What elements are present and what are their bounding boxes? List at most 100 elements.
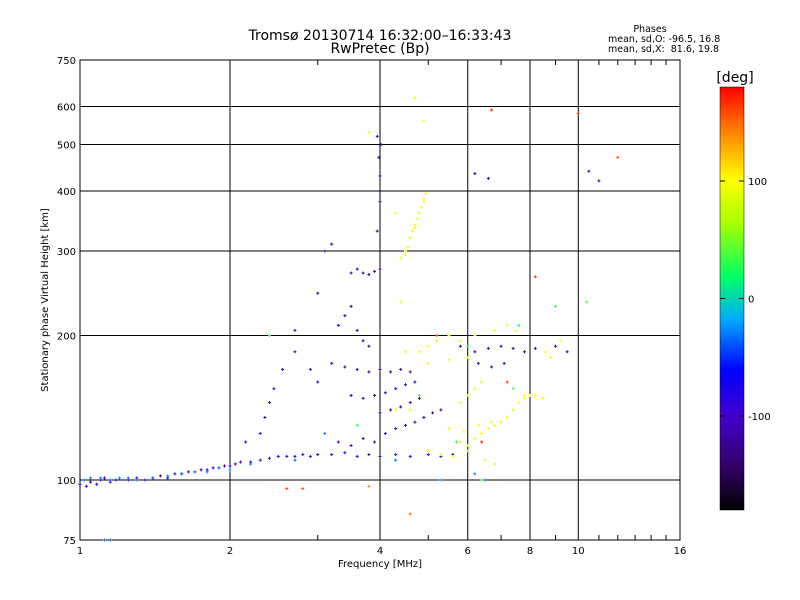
data-point — [378, 200, 382, 204]
data-point — [553, 344, 557, 348]
data-point — [447, 334, 451, 338]
data-point — [378, 367, 382, 371]
y-tick-label: 100 — [57, 476, 76, 487]
data-point — [505, 323, 509, 327]
data-point — [462, 430, 466, 434]
data-point — [199, 468, 203, 472]
data-point — [267, 334, 271, 338]
x-tick-label: 8 — [527, 546, 533, 557]
data-point — [447, 427, 451, 431]
data-point — [103, 538, 107, 542]
y-tick-label: 300 — [57, 247, 76, 258]
data-point — [473, 387, 477, 391]
data-point — [473, 334, 477, 338]
data-point — [576, 112, 580, 116]
data-point — [499, 420, 503, 424]
chart-title: Tromsø 20130714 16:32:00–16:33:43 — [248, 28, 512, 44]
data-point — [217, 466, 221, 470]
data-point — [361, 396, 365, 400]
x-tick-label: 4 — [377, 546, 383, 557]
data-point — [378, 454, 382, 458]
grid-lines — [80, 60, 680, 540]
data-point — [89, 476, 93, 480]
data-point — [373, 269, 377, 273]
data-point — [483, 478, 487, 482]
data-point — [413, 380, 417, 384]
data-point — [422, 119, 426, 123]
data-point — [276, 454, 280, 458]
data-point — [403, 350, 407, 354]
data-point — [158, 474, 162, 478]
data-point — [480, 440, 484, 444]
data-point — [193, 470, 197, 474]
data-point — [413, 226, 417, 230]
data-point — [493, 462, 497, 466]
data-point — [541, 396, 545, 400]
data-point — [228, 464, 232, 468]
data-point — [95, 482, 99, 486]
data-point — [361, 437, 365, 441]
data-point — [549, 355, 553, 359]
data-point — [439, 478, 443, 482]
data-point — [378, 267, 382, 271]
data-point — [330, 361, 334, 365]
data-point — [426, 344, 430, 348]
data-point — [223, 464, 227, 468]
data-point — [367, 484, 371, 488]
data-point — [533, 346, 537, 350]
data-point — [293, 328, 297, 332]
data-point — [431, 411, 435, 415]
data-point — [511, 346, 515, 350]
data-point — [458, 344, 462, 348]
data-point — [458, 401, 462, 405]
data-point — [78, 482, 82, 486]
data-point — [394, 408, 398, 412]
data-point — [523, 396, 527, 400]
data-point — [403, 423, 407, 427]
data-point — [480, 380, 484, 384]
data-point — [473, 437, 477, 441]
data-point — [383, 391, 387, 395]
data-point — [373, 394, 377, 398]
data-point — [89, 480, 93, 484]
data-point — [355, 423, 359, 427]
data-point — [399, 256, 403, 260]
data-point — [367, 273, 371, 277]
data-point — [394, 387, 398, 391]
stats-heading: Phases — [633, 24, 666, 35]
data-point — [323, 249, 327, 253]
data-point — [514, 328, 518, 332]
data-point — [473, 172, 477, 176]
data-point — [293, 350, 297, 354]
data-point — [103, 476, 107, 480]
data-point — [281, 367, 285, 371]
colorbar-tick-label: -100 — [748, 412, 771, 423]
data-point — [82, 478, 86, 482]
data-point — [544, 350, 548, 354]
data-point — [553, 304, 557, 308]
data-point — [458, 440, 462, 444]
data-point — [301, 487, 305, 491]
x-tick-label: 16 — [674, 546, 687, 557]
data-point — [99, 476, 103, 480]
y-tick-label: 600 — [57, 103, 76, 114]
data-point — [403, 253, 407, 257]
x-tick-label: 1 — [77, 546, 83, 557]
data-point — [330, 453, 334, 457]
data-point — [415, 217, 419, 221]
data-point — [473, 472, 477, 476]
data-point — [486, 346, 490, 350]
chart-subtitle: RwPretec (Bp) — [330, 41, 429, 57]
x-tick-label: 10 — [572, 546, 585, 557]
data-point — [411, 229, 415, 233]
data-point — [244, 440, 248, 444]
data-point — [399, 405, 403, 409]
data-point — [533, 275, 537, 279]
data-point — [490, 108, 494, 112]
data-point — [458, 339, 462, 343]
data-point — [493, 328, 497, 332]
data-point — [466, 449, 470, 453]
data-point — [422, 415, 426, 419]
data-point — [408, 236, 412, 240]
